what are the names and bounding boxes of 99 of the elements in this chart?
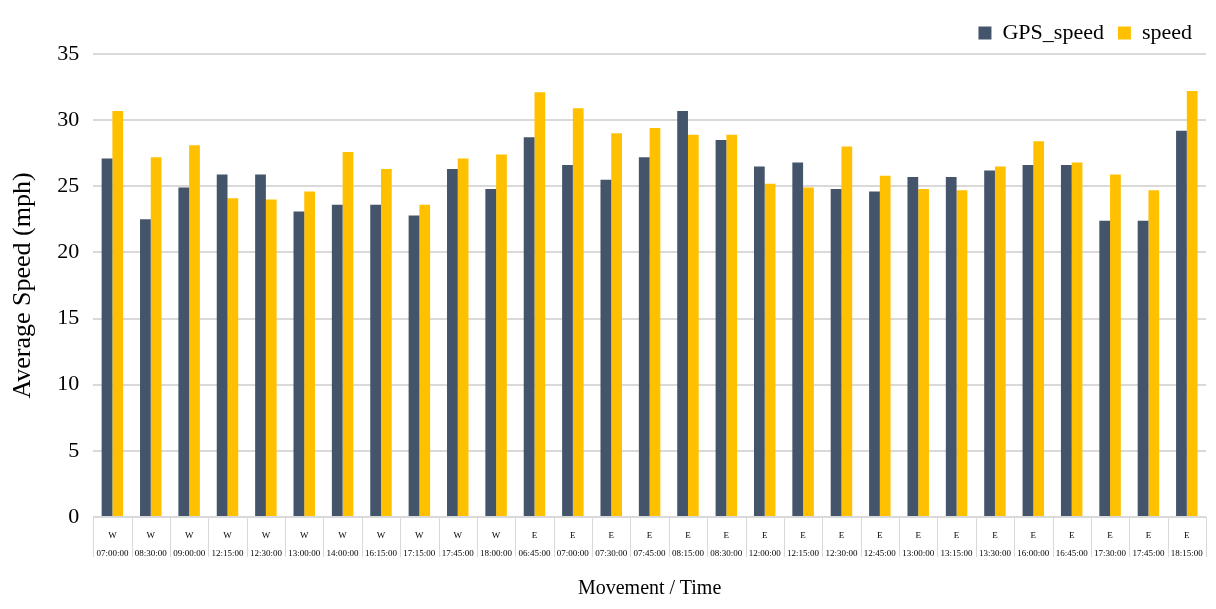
x-tick-label: E 12:30:00 [825,530,858,559]
x-tick-label: E 07:00:00 [556,530,590,559]
legend-label: speed [1141,18,1192,44]
x-axis-title: Movement / Time [577,576,722,599]
x-tick-label: E 18:15:00 [1170,530,1204,559]
bar [726,134,738,516]
bar [677,110,688,516]
bar [869,191,880,516]
bar [611,133,622,516]
x-tick-label: E 12:00:00 [748,530,782,559]
bar [1060,165,1072,516]
bar [446,169,458,516]
x-tick-label: E 08:15:00 [671,530,705,559]
bar [255,174,266,516]
bar [496,154,507,516]
bar [830,188,842,516]
bar [523,137,535,516]
x-tick-label: E 13:30:00 [978,530,1012,559]
bar [1022,165,1034,516]
bar [189,145,200,516]
bar [534,92,546,516]
bar [1071,162,1083,516]
bar [370,204,381,516]
bar [380,169,392,516]
x-tick-label: W 08:30:00 [134,530,168,559]
bar [1099,220,1111,516]
bar [1176,130,1187,516]
bar [342,151,354,516]
x-tick-label: W 09:00:00 [173,530,206,559]
bar [649,128,661,516]
x-tick-label: W 17:45:00 [441,530,475,559]
bar [1148,190,1160,516]
bar [304,191,315,516]
bar [112,110,124,516]
x-tick-label: E 17:45:00 [1132,530,1165,559]
bar [331,204,343,516]
x-tick-label: W 16:15:00 [364,530,398,559]
bar [753,166,765,516]
y-axis-title: Average Speed (mph) [7,172,37,399]
bar [419,204,431,516]
y-tick-label: 25 [57,172,80,198]
x-tick-label: E 13:15:00 [940,530,974,559]
bar [600,179,612,516]
bar [101,158,113,516]
bar [150,157,162,516]
bar [485,188,497,516]
x-tick-label: W 12:30:00 [249,530,283,559]
bar [994,166,1006,516]
bar [764,183,776,516]
bar [457,158,469,516]
x-tick-label: W 14:00:00 [326,530,360,559]
x-tick-label: W 07:00:00 [96,530,129,559]
bar [907,177,919,516]
x-tick-label: E 12:45:00 [863,530,897,559]
y-tick-label: 0 [68,502,80,528]
bar [1110,174,1121,516]
x-tick-label: E 07:45:00 [633,530,667,559]
bar [1137,220,1149,516]
bar [879,175,891,516]
bar [918,188,929,516]
y-tick-label: 10 [57,370,80,396]
bar [715,139,727,516]
y-tick-label: 5 [68,436,80,462]
x-tick-label: W 17:15:00 [403,530,436,559]
bar [140,219,151,516]
bar [1186,91,1198,516]
bar [562,165,573,516]
bar [638,157,650,516]
y-tick-label: 30 [57,105,80,131]
x-tick-label: W 18:00:00 [480,530,513,559]
x-tick-label: W 13:00:00 [288,530,321,559]
bar [572,108,584,516]
x-tick-label: E 16:00:00 [1017,530,1050,559]
bar [687,134,699,516]
bar [227,198,239,516]
x-tick-label: E 12:15:00 [787,530,820,559]
x-tick-label: E 06:45:00 [518,530,551,559]
bar [178,187,190,516]
x-tick-label: E 13:00:00 [902,530,935,559]
bar [945,177,957,516]
x-tick-label: W 12:15:00 [211,530,244,559]
legend-label: GPS_speed [1002,18,1104,44]
bar [293,211,305,516]
x-tick-label: E 16:45:00 [1055,530,1089,559]
x-tick-label: E 07:30:00 [595,530,628,559]
bar [265,199,277,516]
y-tick-label: 20 [57,238,80,264]
x-tick-label: E 08:30:00 [710,530,743,559]
bar [792,162,804,516]
bar [1033,141,1045,516]
bar [956,190,968,516]
bar [408,215,420,516]
y-tick-label: 15 [57,304,80,330]
bar [984,170,995,516]
bar [803,187,814,516]
bar [216,174,228,516]
x-tick-label: E 17:30:00 [1094,530,1127,559]
bar [841,146,853,516]
y-tick-label: 35 [57,39,80,65]
